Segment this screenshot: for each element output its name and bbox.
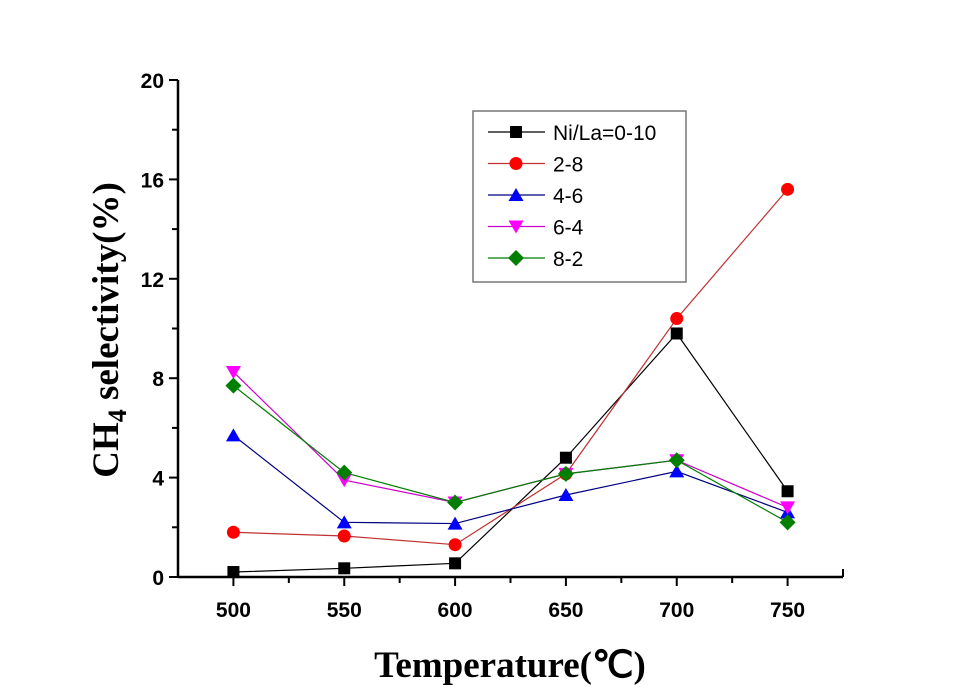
series-line-2 [233, 434, 788, 525]
series-line-3 [232, 371, 788, 508]
data-point-4-3 [557, 465, 574, 482]
data-point-2-2 [447, 516, 463, 530]
data-point-2-0 [225, 428, 241, 442]
data-point-1-4 [670, 312, 684, 326]
data-point-0-3 [559, 451, 572, 464]
x-tick-label: 550 [327, 599, 362, 622]
data-point-2-3 [558, 487, 574, 501]
y-axis-title-subscript: 4 [103, 409, 132, 422]
x-tick-label: 750 [770, 599, 805, 622]
legend-label-1: 2-8 [553, 154, 583, 177]
data-point-1-1 [337, 529, 351, 543]
legend-marker-4 [508, 250, 524, 266]
legend-label-4: 8-2 [553, 248, 583, 271]
y-tick-label: 4 [152, 468, 164, 491]
y-tick-label: 20 [141, 70, 164, 93]
data-point-0-2 [449, 557, 462, 570]
legend-label-0: Ni/La=0-10 [553, 122, 656, 145]
data-point-3-5 [780, 501, 796, 515]
x-tick-label: 600 [438, 599, 473, 622]
data-point-0-0 [227, 566, 240, 579]
legend-label-2: 4-6 [553, 185, 583, 208]
data-point-4-2 [447, 494, 464, 511]
data-point-4-4 [668, 452, 685, 469]
data-point-1-5 [781, 182, 795, 196]
data-point-1-2 [448, 538, 462, 552]
x-tick-label: 500 [216, 599, 251, 622]
y-tick-label: 12 [141, 269, 164, 292]
x-axis: 500 550 600 650 700 750 [216, 577, 805, 622]
y-tick-label: 16 [141, 169, 164, 192]
y-axis-title: CH4 selectivity(%) [86, 182, 132, 478]
data-point-1-0 [226, 525, 240, 539]
x-tick-label: 650 [548, 599, 583, 622]
data-point-4-5 [779, 514, 796, 531]
legend-label-3: 6-4 [553, 217, 584, 240]
data-point-2-1 [336, 515, 352, 529]
legend-marker-3 [508, 220, 524, 234]
data-point-3-0 [225, 365, 241, 379]
legend-box [472, 110, 687, 283]
series-markers [225, 182, 796, 579]
legend-marker-1 [509, 157, 523, 170]
series-line-4 [233, 385, 788, 523]
x-axis-title: Temperature(℃) [374, 645, 646, 686]
y-tick-label: 0 [152, 567, 164, 590]
y-axis-title-rest: selectivity(%) [86, 182, 127, 409]
data-point-0-1 [338, 562, 351, 575]
x-tick-label: 700 [659, 599, 694, 622]
series-lines [232, 188, 789, 573]
y-axis: 0 4 8 12 16 20 [141, 70, 178, 590]
data-point-2-4 [669, 464, 685, 478]
data-point-0-4 [670, 327, 683, 340]
data-point-0-5 [781, 485, 794, 498]
y-axis-title-main: CH [86, 422, 127, 478]
series-line-0 [233, 332, 789, 573]
legend-marker-2 [508, 188, 524, 201]
legend: Ni/La=0-10 2-8 4-6 6-4 8-2 [472, 110, 687, 283]
data-point-4-0 [225, 377, 242, 394]
legend-marker-0 [510, 126, 522, 138]
data-point-4-1 [336, 464, 353, 481]
y-tick-label: 8 [152, 368, 164, 391]
